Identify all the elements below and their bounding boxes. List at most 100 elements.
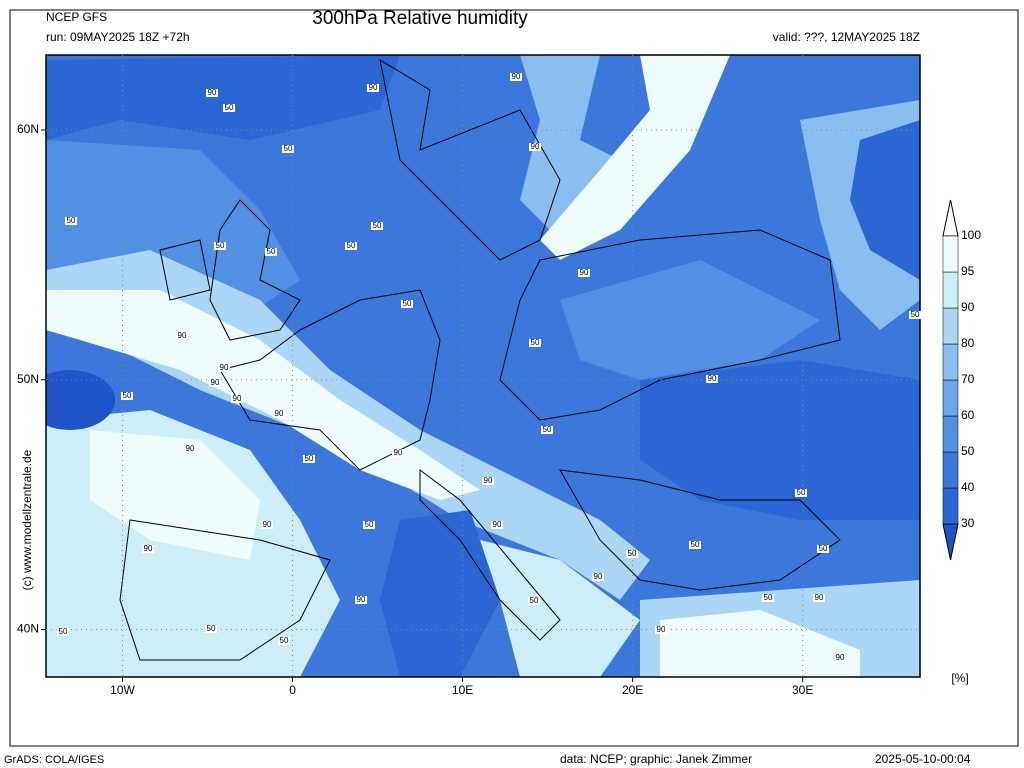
contour-label: 50 bbox=[373, 221, 382, 230]
contour-label-box bbox=[371, 222, 383, 230]
colorbar-segment bbox=[942, 271, 959, 309]
contour-label-box bbox=[392, 449, 404, 457]
contour-label: 50 bbox=[365, 520, 374, 529]
contour-label-box bbox=[206, 89, 218, 97]
contour-label-box bbox=[762, 594, 774, 602]
colorbar-label: 100 bbox=[961, 228, 981, 242]
x-tick-label: 10E bbox=[452, 683, 473, 697]
contour-label-box bbox=[482, 477, 494, 485]
run: run: 09MAY2025 18Z +72h bbox=[46, 30, 190, 44]
contour-label-box bbox=[214, 242, 226, 250]
colorbar-segment bbox=[942, 343, 959, 381]
contour-label-box bbox=[184, 445, 196, 453]
contour-label: 50 bbox=[267, 247, 276, 256]
contour-label-box bbox=[57, 628, 69, 636]
contour-label-box bbox=[401, 300, 413, 308]
colorbar-label: 30 bbox=[961, 516, 975, 530]
x-tick-label: 10W bbox=[110, 683, 135, 697]
contour-label-box bbox=[273, 410, 285, 418]
contour-label: 50 bbox=[305, 454, 314, 463]
contour-label-box bbox=[345, 242, 357, 250]
contour-label-box bbox=[231, 395, 243, 403]
contour-label: 90 bbox=[484, 476, 493, 485]
contour-label: 90 bbox=[144, 544, 153, 553]
timestamp: 2025-05-10-00:04 bbox=[875, 752, 971, 766]
contour-label: 90 bbox=[493, 520, 502, 529]
contour-label-box bbox=[209, 379, 221, 387]
colorbar-label: 40 bbox=[961, 480, 975, 494]
contour-label: 90 bbox=[369, 83, 378, 92]
contour-label: 90 bbox=[211, 378, 220, 387]
software: GrADS: COLA/IGES bbox=[4, 754, 104, 766]
contour-label: 90 bbox=[531, 142, 540, 151]
contour-label: 50 bbox=[764, 593, 773, 602]
contour-label-box bbox=[278, 637, 290, 645]
model: NCEP GFS bbox=[46, 10, 107, 24]
contour-label: 90 bbox=[186, 444, 195, 453]
contour-label-box bbox=[655, 626, 667, 634]
contour-label: 50 bbox=[628, 549, 637, 558]
contour-label: 90 bbox=[580, 268, 589, 277]
contour-label-box bbox=[282, 145, 294, 153]
colorbar-end bbox=[942, 199, 959, 237]
contour-label: 90 bbox=[263, 520, 272, 529]
contour-label: 90 bbox=[815, 593, 824, 602]
y-tick-label: 50N bbox=[17, 372, 39, 386]
contour-label-box bbox=[205, 625, 217, 633]
contour-label: 90 bbox=[708, 374, 717, 383]
contour-label: 90 bbox=[594, 572, 603, 581]
colorbar-segment bbox=[942, 379, 959, 417]
y-tick-label: 40N bbox=[17, 622, 39, 636]
contour-label-box bbox=[355, 596, 367, 604]
frame bbox=[9, 9, 1019, 747]
contour-label: 50 bbox=[530, 596, 539, 605]
contour-label-box bbox=[223, 104, 235, 112]
contour-label-box bbox=[528, 597, 540, 605]
contour-label: 50 bbox=[403, 299, 412, 308]
contour-label: 50 bbox=[225, 103, 234, 112]
contour-label-box bbox=[817, 545, 829, 553]
contour-label-box bbox=[626, 550, 638, 558]
contour-label: 50 bbox=[284, 144, 293, 153]
contour-label-box bbox=[142, 545, 154, 553]
contour-label-box bbox=[261, 521, 273, 529]
contour-label: 90 bbox=[357, 595, 366, 604]
contour-label: 90 bbox=[394, 448, 403, 457]
title: 300hPa Relative humidity bbox=[312, 8, 528, 29]
contour-label: 50 bbox=[911, 310, 920, 319]
contour-label: 90 bbox=[657, 625, 666, 634]
contour-label-box bbox=[909, 311, 921, 319]
contour-label-box bbox=[65, 217, 77, 225]
contour-label: 50 bbox=[216, 241, 225, 250]
colorbar-segment bbox=[942, 451, 959, 489]
colorbar-label: 95 bbox=[961, 264, 975, 278]
contour-label: 50 bbox=[123, 391, 132, 400]
contour-label-box bbox=[689, 541, 701, 549]
map-field bbox=[46, 55, 920, 677]
contour-label: 90 bbox=[233, 394, 242, 403]
watermark: (c) www.modellzentrale.de bbox=[20, 449, 34, 590]
contour-label: 90 bbox=[275, 409, 284, 418]
contour-label: 50 bbox=[543, 425, 552, 434]
colorbar-label: 60 bbox=[961, 408, 975, 422]
contour-label: 50 bbox=[347, 241, 356, 250]
colorbar-segment bbox=[942, 307, 959, 345]
contour-label: 50 bbox=[67, 216, 76, 225]
contour-label: 90 bbox=[836, 653, 845, 662]
contour-label: 50 bbox=[531, 338, 540, 347]
contour-label-box bbox=[265, 248, 277, 256]
contour-label: 90 bbox=[220, 363, 229, 372]
contour-label-box bbox=[834, 654, 846, 662]
x-tick-label: 0 bbox=[289, 683, 296, 697]
colorbar-end bbox=[942, 523, 959, 561]
contour-label-box bbox=[529, 339, 541, 347]
contour-label-box bbox=[706, 375, 718, 383]
credit: data: NCEP; graphic: Janek Zimmer bbox=[560, 752, 752, 766]
contour-label-box bbox=[813, 594, 825, 602]
contour-label-box bbox=[491, 521, 503, 529]
contour-label: 50 bbox=[691, 540, 700, 549]
contour-label-box bbox=[529, 143, 541, 151]
colorbar-label: 50 bbox=[961, 444, 975, 458]
x-tick-label: 30E bbox=[792, 683, 813, 697]
contour-label: 50 bbox=[207, 624, 216, 633]
